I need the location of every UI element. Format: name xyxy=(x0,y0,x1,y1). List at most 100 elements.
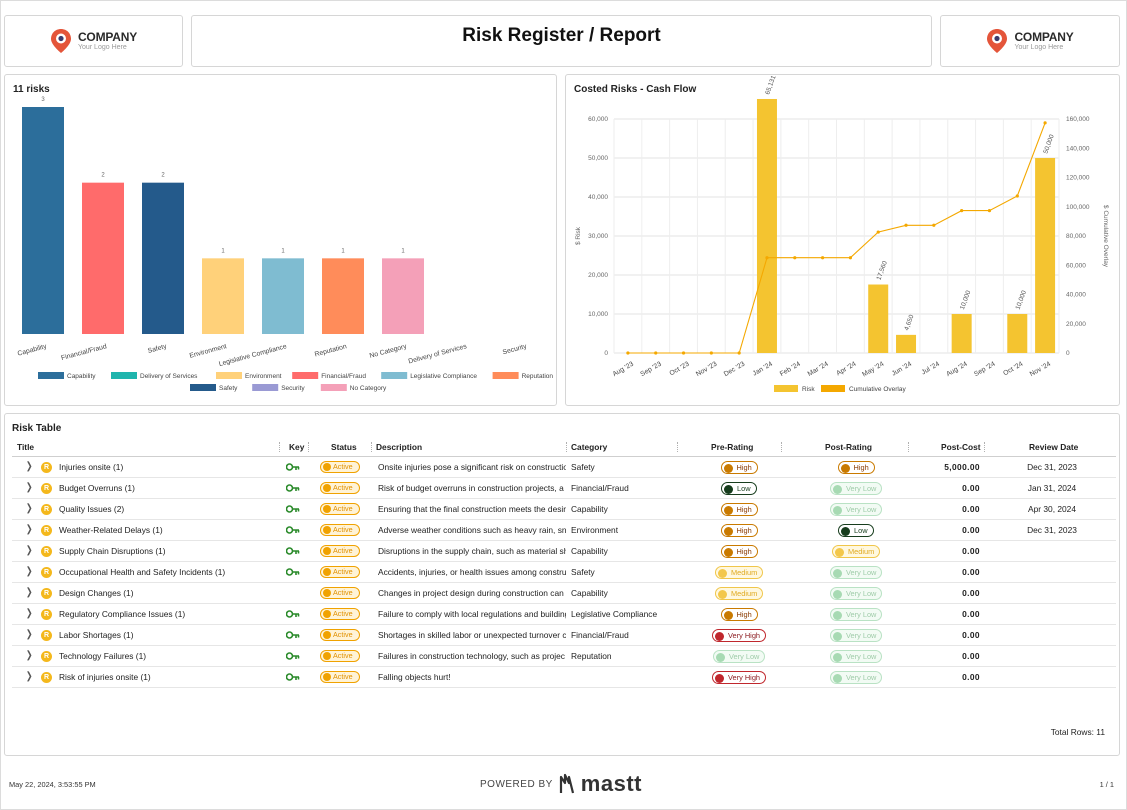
x-tick-label: Aug '24 xyxy=(945,361,968,379)
x-tick-label: Oct '23 xyxy=(669,361,691,378)
risk-title[interactable]: Budget Overruns (1) xyxy=(59,483,135,493)
risk-bar xyxy=(1007,314,1028,353)
col-category[interactable]: Category xyxy=(571,442,608,452)
bar-capability xyxy=(22,107,64,334)
col-post-cost[interactable]: Post-Cost xyxy=(941,442,981,452)
y-tick-label: 20,000 xyxy=(588,272,608,279)
risk-title[interactable]: Regulatory Compliance Issues (1) xyxy=(59,609,186,619)
table-row[interactable]: ❯ R Budget Overruns (1) Active Risk of budge… xyxy=(12,478,1116,499)
data-label: 2 xyxy=(101,173,105,179)
x-tick-label: Aug '23 xyxy=(612,361,635,379)
col-pre-rating[interactable]: Pre-Rating xyxy=(711,442,754,452)
risk-title[interactable]: Weather-Related Delays (1) xyxy=(59,525,163,535)
table-row[interactable]: ❯ R Supply Chain Disruptions (1) Active Disr… xyxy=(12,541,1116,562)
risk-title[interactable]: Occupational Health and Safety Incidents… xyxy=(59,567,226,577)
legend-label: Cumulative Overlay xyxy=(849,386,906,393)
chart-title: Costed Risks - Cash Flow xyxy=(574,84,697,95)
table-row[interactable]: ❯ R Labor Shortages (1) Active Shortages in … xyxy=(12,625,1116,646)
legend-swatch xyxy=(320,384,347,391)
cumulative-point xyxy=(793,256,797,260)
chevron-right-icon[interactable]: ❯ xyxy=(25,650,33,661)
column-separator[interactable] xyxy=(308,442,309,452)
chevron-right-icon[interactable]: ❯ xyxy=(25,482,33,493)
x-tick-label: Jul '24 xyxy=(921,361,942,377)
column-separator[interactable] xyxy=(908,442,909,452)
risk-title[interactable]: Risk of injuries onsite (1) xyxy=(59,672,151,682)
column-separator[interactable] xyxy=(566,442,567,452)
table-row[interactable]: ❯ R Occupational Health and Safety Inciden… xyxy=(12,562,1116,583)
risk-icon: R xyxy=(41,588,52,599)
data-label: 17,560 xyxy=(876,260,890,281)
y2-tick-label: 80,000 xyxy=(1066,233,1086,240)
cumulative-point xyxy=(848,256,853,260)
chevron-right-icon[interactable]: ❯ xyxy=(25,587,33,598)
key-icon xyxy=(286,673,300,681)
chevron-right-icon[interactable]: ❯ xyxy=(25,545,33,556)
table-row[interactable]: ❯ R Weather-Related Delays (1) Active Advers… xyxy=(12,520,1116,541)
column-separator[interactable] xyxy=(781,442,782,452)
risk-title[interactable]: Supply Chain Disruptions (1) xyxy=(59,546,166,556)
column-separator[interactable] xyxy=(984,442,985,452)
key-icon xyxy=(286,631,300,639)
post-cost-value: 0.00 xyxy=(962,588,980,598)
cumulative-point xyxy=(1043,121,1047,125)
col-status[interactable]: Status xyxy=(331,442,357,452)
page-title: Risk Register / Report xyxy=(462,25,661,46)
post-cost-value: 0.00 xyxy=(962,609,980,619)
risk-icon: R xyxy=(41,483,52,494)
legend-swatch xyxy=(111,372,137,379)
table-row[interactable]: ❯ R Quality Issues (2) Active Ensuring that … xyxy=(12,499,1116,520)
risk-description: Shortages in skilled labor or unexpected… xyxy=(378,630,566,640)
data-label: 2 xyxy=(161,173,165,179)
category-bar-chart: 3 Capability 2 Financial/Fraud 2 Safety 1 Envir… xyxy=(17,97,554,392)
column-separator[interactable] xyxy=(371,442,372,452)
legend-label: Capability xyxy=(67,373,96,380)
col-title[interactable]: Title xyxy=(17,442,35,452)
column-separator[interactable] xyxy=(279,442,280,452)
x-tick-label: May '24 xyxy=(861,361,885,379)
cumulative-point xyxy=(904,223,908,227)
legend-label: Risk xyxy=(802,386,815,393)
table-row[interactable]: ❯ R Risk of injuries onsite (1) Active Falli… xyxy=(12,667,1116,688)
table-row[interactable]: ❯ R Design Changes (1) Active Changes in pro… xyxy=(12,583,1116,604)
cashflow-chart-card: Costed Risks - Cash Flow 0 10,000 20,000 30… xyxy=(565,74,1120,406)
col-description[interactable]: Description xyxy=(376,442,423,452)
chevron-right-icon[interactable]: ❯ xyxy=(25,608,33,619)
pre-rating-badge: Medium xyxy=(715,587,764,600)
risk-title[interactable]: Technology Failures (1) xyxy=(59,651,147,661)
status-badge: Active xyxy=(320,545,360,557)
risk-title[interactable]: Design Changes (1) xyxy=(59,588,134,598)
chevron-right-icon[interactable]: ❯ xyxy=(25,461,33,472)
chevron-right-icon[interactable]: ❯ xyxy=(25,671,33,682)
status-badge: Active xyxy=(320,671,360,683)
data-label: 1 xyxy=(341,248,345,254)
risk-description: Falling objects hurt! xyxy=(378,672,451,682)
risk-icon: R xyxy=(41,609,52,620)
risk-title[interactable]: Labor Shortages (1) xyxy=(59,630,134,640)
table-row[interactable]: ❯ R Technology Failures (1) Active Failures … xyxy=(12,646,1116,667)
risk-title[interactable]: Injuries onsite (1) xyxy=(59,462,124,472)
powered-by: POWERED BY mastt xyxy=(480,771,642,797)
chevron-right-icon[interactable]: ❯ xyxy=(25,503,33,514)
chevron-right-icon[interactable]: ❯ xyxy=(25,629,33,640)
y2-tick-label: 120,000 xyxy=(1066,175,1090,182)
footer-timestamp: May 22, 2024, 3:53:55 PM xyxy=(9,780,96,789)
data-label: 3 xyxy=(41,97,45,103)
chevron-right-icon[interactable]: ❯ xyxy=(25,566,33,577)
col-post-rating[interactable]: Post-Rating xyxy=(825,442,872,452)
table-row[interactable]: ❯ R Regulatory Compliance Issues (1) Active… xyxy=(12,604,1116,625)
key-icon xyxy=(286,652,300,660)
column-separator[interactable] xyxy=(677,442,678,452)
table-row[interactable]: ❯ R Injuries onsite (1) Active Onsite injuri… xyxy=(12,457,1116,478)
risk-category: Capability xyxy=(571,504,608,514)
legend-label: Financial/Fraud xyxy=(321,373,366,380)
status-badge: Active xyxy=(320,482,360,494)
cumulative-point xyxy=(737,351,741,355)
post-cost-value: 0.00 xyxy=(962,672,980,682)
key-icon xyxy=(286,505,300,513)
chevron-right-icon[interactable]: ❯ xyxy=(25,524,33,535)
total-rows: Total Rows: 11 xyxy=(1050,727,1105,737)
risk-title[interactable]: Quality Issues (2) xyxy=(59,504,125,514)
col-review-date[interactable]: Review Date xyxy=(1029,442,1079,452)
col-key[interactable]: Key xyxy=(289,442,305,452)
